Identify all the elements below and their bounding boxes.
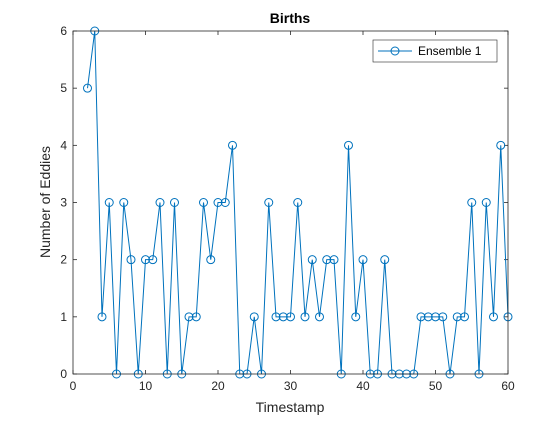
x-tick-labels: 0 10 20 30 40 50 60 <box>70 379 515 393</box>
data-point <box>213 198 223 207</box>
legend-label: Ensemble 1 <box>418 44 482 58</box>
data-point <box>460 312 469 322</box>
data-point <box>148 255 158 265</box>
data-point <box>351 312 361 322</box>
data-point <box>329 255 339 265</box>
data-point <box>228 140 237 150</box>
data-point <box>271 312 281 322</box>
data-point <box>416 312 426 322</box>
data-point <box>199 198 208 207</box>
data-point <box>496 140 506 150</box>
y-tick-label: 3 <box>60 196 67 210</box>
chart-title: Births <box>270 10 311 26</box>
data-point <box>119 198 129 207</box>
data-point <box>293 198 303 207</box>
data-point <box>191 312 201 322</box>
data-point <box>431 312 440 322</box>
y-tick-label: 0 <box>60 367 67 381</box>
y-tick-label: 4 <box>60 138 67 152</box>
data-point <box>452 312 462 322</box>
x-axis-label: Timestamp <box>256 399 325 415</box>
data-point <box>220 198 230 207</box>
y-tick-label: 1 <box>60 310 67 324</box>
legend: Ensemble 1 <box>372 39 498 63</box>
x-tick-label: 20 <box>211 379 225 393</box>
data-point <box>155 198 165 207</box>
data-point <box>206 255 216 265</box>
data-point <box>315 312 324 322</box>
data-point <box>358 255 368 265</box>
plot-area <box>73 31 508 374</box>
data-point <box>249 312 259 322</box>
y-tick-label: 6 <box>60 24 67 38</box>
data-point <box>104 198 114 207</box>
series-line-0 <box>87 30 509 375</box>
y-axis-label: Number of Eddies <box>37 146 53 258</box>
x-tick-label: 60 <box>501 379 515 393</box>
data-point <box>126 255 136 265</box>
data-point <box>344 140 353 150</box>
y-tick-label: 5 <box>60 81 67 95</box>
x-tick-label: 30 <box>284 379 298 393</box>
data-point <box>380 255 390 265</box>
x-tick-label: 0 <box>70 379 77 393</box>
y-tick-labels: 0 1 2 3 4 5 6 <box>60 24 67 381</box>
x-tick-label: 40 <box>356 379 370 393</box>
data-point <box>141 255 150 265</box>
data-point <box>300 312 310 322</box>
x-tick-label: 10 <box>139 379 153 393</box>
data-point <box>423 312 433 322</box>
data-point <box>278 312 288 322</box>
data-point <box>83 83 92 93</box>
data-point <box>170 198 179 207</box>
data-point <box>438 312 448 322</box>
data-point <box>264 198 274 207</box>
data-point <box>184 312 194 322</box>
data-point <box>286 312 295 322</box>
y-tick-label: 2 <box>60 253 67 267</box>
data-point <box>97 312 107 322</box>
legend-marker <box>390 46 400 56</box>
data-point <box>467 198 477 207</box>
data-point <box>489 312 498 322</box>
legend-box <box>372 39 498 63</box>
plot-frame <box>72 30 509 375</box>
data-point <box>307 255 317 265</box>
x-tick-label: 50 <box>429 379 443 393</box>
data-point <box>481 198 491 207</box>
data-point <box>322 255 332 265</box>
